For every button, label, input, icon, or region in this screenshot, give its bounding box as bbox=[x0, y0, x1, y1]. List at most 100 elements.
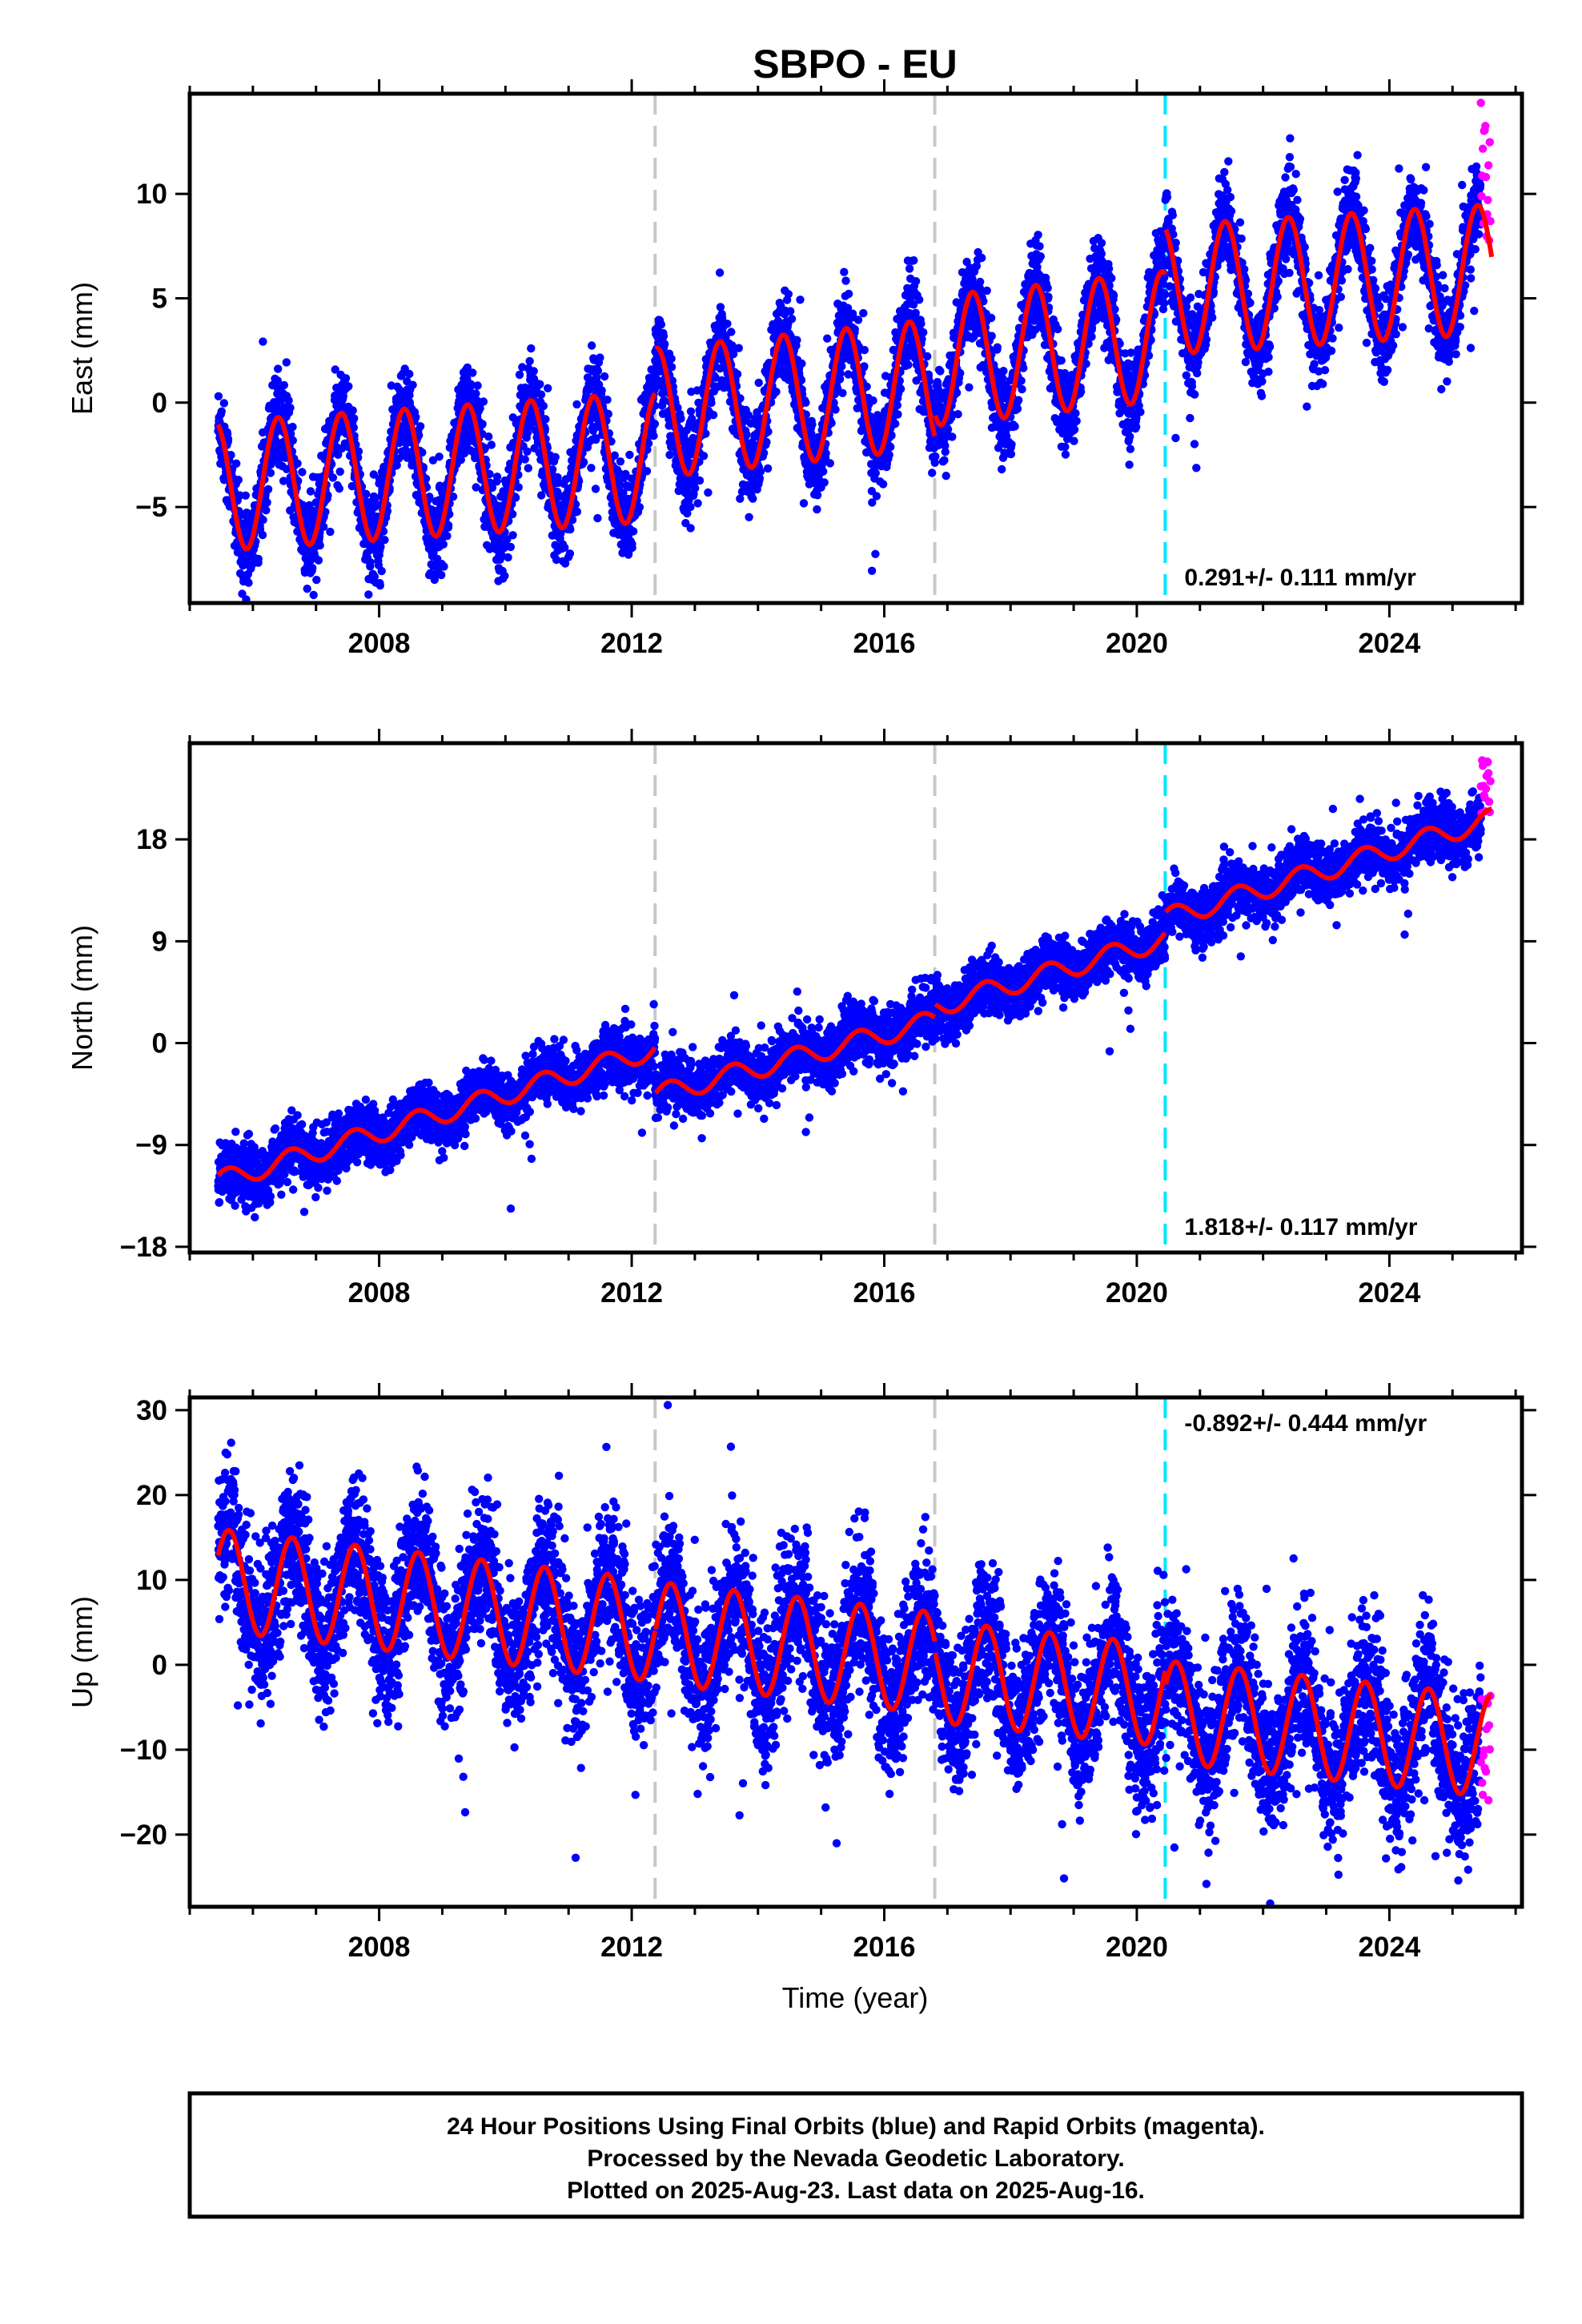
final-point bbox=[610, 451, 619, 460]
final-point bbox=[869, 396, 877, 405]
final-point bbox=[371, 502, 379, 511]
final-point bbox=[891, 420, 900, 428]
final-point bbox=[603, 396, 612, 404]
final-point bbox=[468, 368, 477, 377]
final-point bbox=[259, 516, 267, 525]
final-point bbox=[287, 429, 295, 438]
final-point bbox=[772, 388, 781, 396]
final-point bbox=[686, 407, 696, 416]
final-point bbox=[572, 400, 581, 409]
final-point bbox=[661, 340, 669, 348]
final-point bbox=[219, 399, 228, 408]
final-point bbox=[1034, 231, 1042, 239]
final-point bbox=[591, 485, 600, 493]
final-point bbox=[763, 464, 773, 473]
final-point bbox=[472, 389, 480, 398]
final-point bbox=[303, 585, 311, 593]
final-point bbox=[993, 343, 1002, 352]
final-point bbox=[915, 296, 924, 304]
final-point bbox=[593, 513, 602, 523]
final-point bbox=[308, 564, 317, 573]
final-point bbox=[867, 566, 877, 575]
final-point bbox=[401, 445, 410, 454]
daily-positions-east bbox=[214, 99, 1495, 629]
final-point bbox=[1070, 425, 1079, 434]
final-point bbox=[362, 489, 371, 499]
final-point bbox=[940, 456, 949, 464]
final-point bbox=[335, 484, 343, 493]
final-point bbox=[565, 549, 575, 558]
final-point bbox=[976, 277, 985, 287]
final-point bbox=[886, 442, 895, 452]
final-point bbox=[659, 332, 669, 340]
final-point bbox=[328, 473, 338, 482]
final-point bbox=[375, 581, 384, 590]
final-point bbox=[635, 503, 644, 512]
final-point bbox=[527, 344, 536, 353]
final-point bbox=[1043, 283, 1052, 292]
final-point bbox=[1006, 449, 1016, 459]
final-point bbox=[439, 540, 448, 549]
final-point bbox=[484, 432, 493, 441]
final-point bbox=[650, 420, 660, 428]
final-point bbox=[492, 472, 502, 481]
final-point bbox=[919, 328, 928, 337]
final-point bbox=[836, 369, 845, 378]
final-point bbox=[1060, 368, 1070, 378]
final-point bbox=[1057, 356, 1066, 365]
final-point bbox=[604, 409, 612, 419]
final-point bbox=[279, 476, 288, 485]
final-point bbox=[840, 267, 849, 276]
final-point bbox=[263, 485, 273, 494]
final-point bbox=[616, 457, 625, 466]
final-point bbox=[928, 468, 937, 477]
final-point bbox=[364, 590, 373, 599]
final-point bbox=[987, 332, 996, 340]
final-point bbox=[786, 307, 795, 316]
final-point bbox=[539, 401, 548, 411]
final-point bbox=[259, 337, 267, 346]
final-point bbox=[437, 570, 446, 580]
final-point bbox=[818, 467, 828, 476]
final-point bbox=[965, 383, 974, 392]
final-point bbox=[1071, 408, 1080, 418]
final-point bbox=[825, 459, 835, 468]
final-point bbox=[335, 467, 344, 476]
final-point bbox=[756, 467, 765, 476]
final-point bbox=[1014, 396, 1023, 404]
final-point bbox=[820, 478, 829, 487]
final-point bbox=[541, 415, 550, 424]
final-point bbox=[986, 313, 996, 323]
final-point bbox=[309, 590, 318, 600]
final-point bbox=[784, 290, 793, 299]
final-point bbox=[536, 380, 544, 388]
final-point bbox=[905, 264, 914, 273]
final-point bbox=[223, 435, 233, 444]
final-point bbox=[871, 468, 881, 477]
final-point bbox=[504, 553, 512, 562]
final-point bbox=[479, 397, 488, 406]
final-point bbox=[440, 562, 448, 571]
final-point bbox=[796, 296, 805, 304]
final-point bbox=[214, 392, 223, 400]
final-point bbox=[284, 396, 293, 405]
final-point bbox=[808, 420, 817, 429]
final-point bbox=[293, 459, 302, 468]
final-point bbox=[878, 480, 888, 489]
final-point bbox=[923, 352, 932, 361]
final-point bbox=[227, 451, 235, 460]
final-point bbox=[1054, 324, 1062, 334]
final-point bbox=[1044, 292, 1053, 301]
final-point bbox=[331, 365, 339, 374]
final-point bbox=[596, 353, 604, 362]
final-point bbox=[279, 380, 288, 390]
final-point bbox=[871, 549, 880, 558]
final-point bbox=[308, 621, 316, 629]
final-point bbox=[1019, 364, 1028, 372]
final-point bbox=[1035, 242, 1044, 251]
final-point bbox=[376, 542, 385, 552]
final-point bbox=[366, 557, 375, 567]
final-point bbox=[593, 366, 603, 376]
